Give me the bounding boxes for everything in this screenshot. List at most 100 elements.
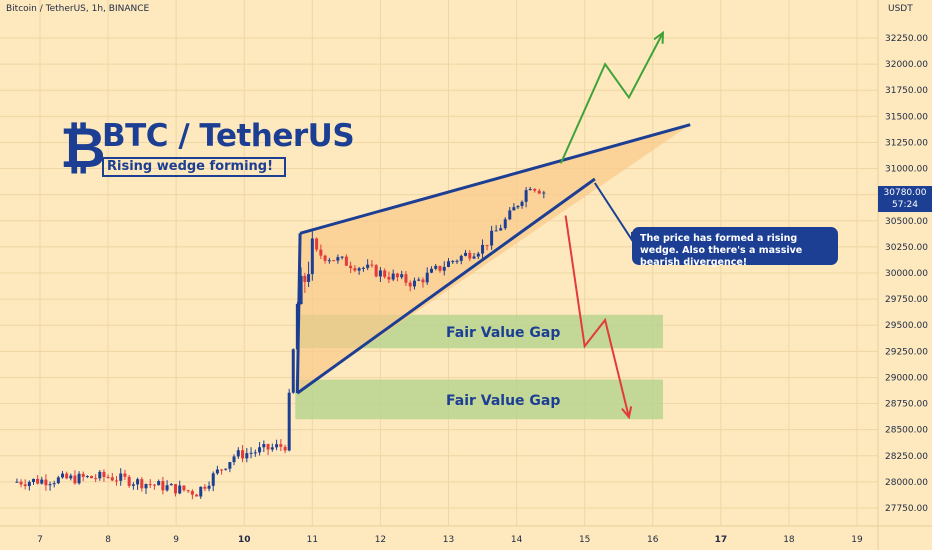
candle-body: [140, 479, 144, 489]
candle-body: [323, 255, 327, 261]
candle-body: [542, 192, 546, 194]
candle-body: [15, 481, 19, 483]
brand-title: BTC / TetherUS: [102, 118, 355, 154]
candle-body: [357, 268, 361, 271]
y-tick-label: 31000.00: [885, 165, 928, 175]
candle-body: [165, 485, 169, 491]
candle-body: [455, 260, 459, 262]
candle-body: [494, 230, 498, 232]
symbol-header: Bitcoin / TetherUS, 1h, BINANCE: [6, 4, 150, 14]
wedge-upper-line: [299, 123, 691, 235]
y-tick-label: 28250.00: [885, 452, 928, 462]
candle-body: [400, 274, 404, 278]
candle-body: [275, 444, 279, 448]
y-tick-label: 31500.00: [885, 112, 928, 122]
candle-body: [44, 479, 48, 486]
candle-body: [94, 478, 98, 480]
y-tick-label: 29500.00: [885, 321, 928, 331]
candle-body: [361, 267, 365, 269]
candle-body: [169, 484, 173, 486]
candle-body: [383, 270, 387, 277]
candle-body: [215, 469, 219, 474]
candle-body: [178, 485, 182, 494]
bearish-projection-arrowhead: [621, 406, 633, 420]
candle-body: [387, 276, 391, 280]
candle-body: [56, 477, 60, 484]
candle-body: [199, 486, 203, 497]
candle-body: [336, 257, 340, 261]
fair-value-gap-zone: [295, 379, 663, 420]
wedge-left-edge: [295, 233, 302, 394]
candle-body: [102, 471, 106, 477]
candle-body: [98, 471, 102, 479]
candle-body: [77, 473, 81, 484]
candle-body: [508, 210, 512, 220]
y-tick-label: 27750.00: [885, 504, 928, 514]
candle-body: [245, 453, 249, 459]
candle-body: [249, 452, 253, 454]
bearish-projection: [564, 215, 630, 418]
candle-body: [524, 190, 528, 202]
y-tick-label: 29000.00: [885, 373, 928, 383]
candle-body: [537, 190, 541, 194]
x-tick-label: 17: [715, 535, 728, 545]
candle-body: [468, 252, 472, 259]
candle-body: [232, 456, 236, 463]
callout-box: The price has formed a rising wedge. Als…: [632, 227, 838, 268]
candle-body: [60, 473, 64, 478]
callout-pointer: [594, 182, 633, 244]
x-tick-label: 7: [37, 535, 43, 545]
bullish-projection: [559, 32, 664, 164]
candle-body: [438, 265, 442, 271]
candle-body: [174, 484, 178, 494]
bitcoin-icon: ₿: [60, 116, 106, 181]
y-tick-label: 29250.00: [885, 347, 928, 357]
candle-body: [131, 484, 135, 486]
candle-body: [106, 476, 110, 478]
brand-block: ₿ BTC / TetherUS Rising wedge forming!: [58, 116, 355, 188]
candle-body: [459, 255, 463, 261]
candle-body: [366, 264, 370, 268]
candle-body: [85, 476, 89, 478]
candle-body: [319, 249, 323, 256]
candle-body: [499, 228, 503, 231]
fvg-upper-label: Fair Value Gap: [446, 325, 561, 341]
y-tick-label: 28750.00: [885, 400, 928, 410]
wedge-lower-line: [296, 177, 596, 395]
x-tick-label: 9: [173, 535, 179, 545]
candle-body: [327, 260, 331, 262]
candle-body: [349, 265, 353, 269]
candle-body: [485, 244, 489, 246]
candle-body: [395, 273, 399, 278]
candle-body: [315, 238, 319, 250]
candle-body: [408, 282, 412, 287]
candle-body: [203, 486, 207, 489]
candle-body: [161, 481, 165, 491]
candle-body: [48, 484, 52, 486]
candle-body: [451, 261, 455, 263]
candle-body: [464, 252, 468, 256]
fvg-lower-label: Fair Value Gap: [446, 393, 561, 409]
y-tick-label: 30500.00: [885, 217, 928, 227]
candle-body: [516, 205, 520, 208]
candle-body: [127, 476, 131, 486]
candle-body: [136, 479, 140, 485]
candle-body: [512, 207, 516, 211]
candle-body: [344, 256, 348, 266]
candle-body: [236, 450, 240, 457]
candle-body: [152, 484, 156, 486]
candle-body: [157, 481, 161, 486]
candle-body: [434, 265, 438, 269]
candle-body: [224, 468, 228, 470]
candle-body: [258, 447, 262, 453]
candle-body: [52, 483, 56, 485]
candle-body: [90, 476, 94, 479]
current-price: 30780.00: [883, 188, 927, 198]
wedge-area: [297, 124, 691, 394]
x-tick-label: 19: [851, 535, 863, 545]
candle-body: [279, 444, 283, 447]
candle-body: [490, 230, 494, 246]
candle-body: [182, 485, 186, 491]
candle-body: [211, 473, 215, 486]
